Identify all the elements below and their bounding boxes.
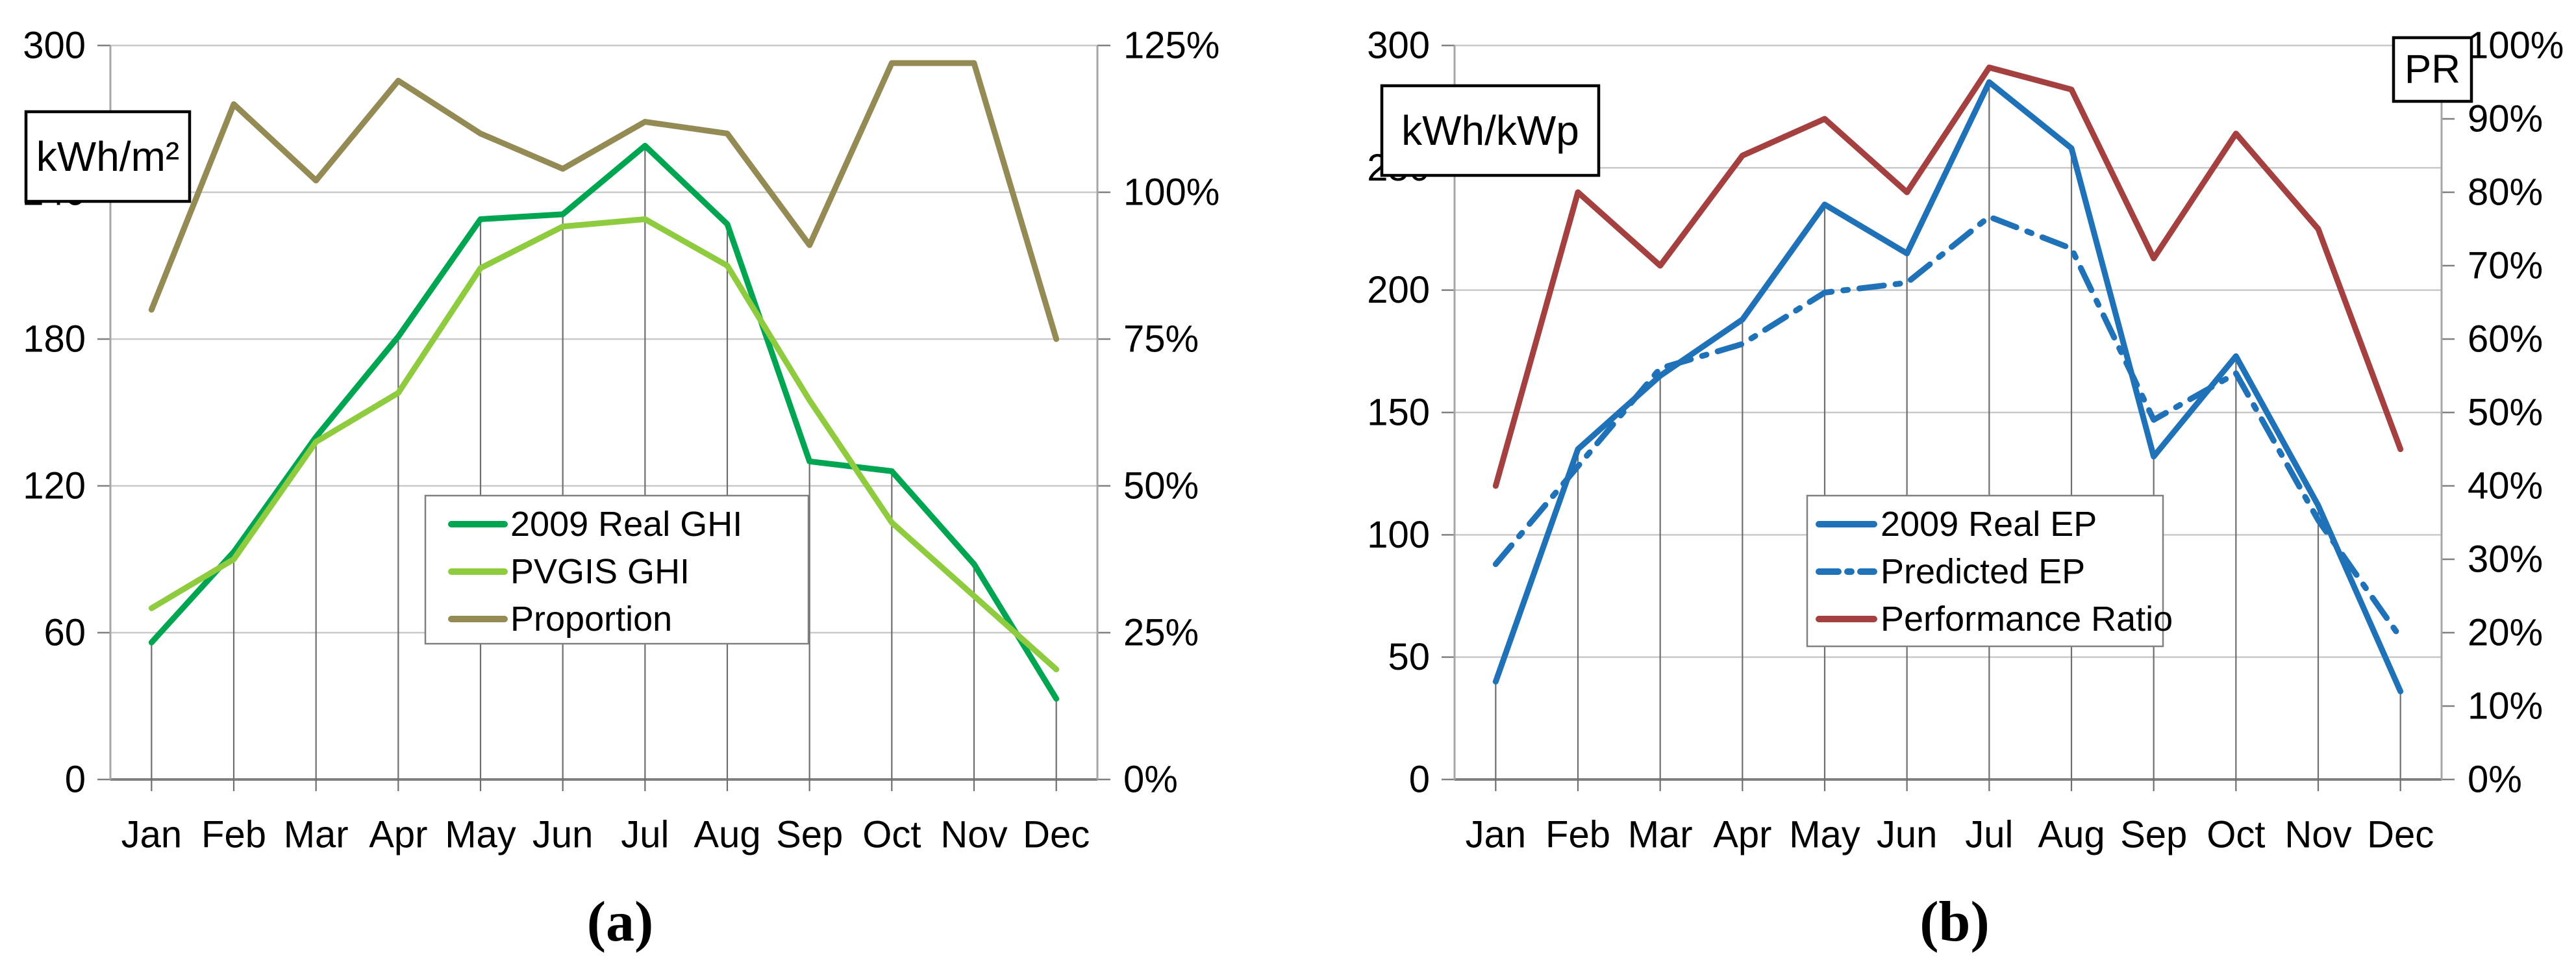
- series-line-performance-ratio: [1492, 64, 2404, 489]
- series-line-predicted-ep: [1492, 214, 2404, 641]
- unit-box-label: kWh/kWp: [1401, 107, 1579, 154]
- right-axis-label: 20%: [2468, 612, 2543, 654]
- month-label: Apr: [369, 814, 427, 856]
- month-label: Jul: [621, 814, 669, 856]
- legend-label: Proportion: [510, 600, 672, 639]
- legend-label: Performance Ratio: [1881, 600, 2173, 639]
- panel-caption: (b): [1919, 891, 1990, 954]
- month-label: Feb: [1545, 814, 1610, 856]
- month-label: Dec: [1023, 814, 1090, 856]
- month-label: Jun: [532, 814, 594, 856]
- left-axis-label: 300: [1367, 25, 1430, 67]
- month-label: May: [1789, 814, 1860, 856]
- left-axis-label: 0: [65, 759, 86, 801]
- left-axis-label: 200: [1367, 269, 1430, 311]
- series-line-proportion: [148, 60, 1060, 342]
- month-label: Mar: [1628, 814, 1693, 856]
- month-label: Jun: [1877, 814, 1938, 856]
- month-label: Aug: [2038, 814, 2105, 856]
- legend-label: 2009 Real GHI: [510, 505, 742, 544]
- month-label: Feb: [201, 814, 266, 856]
- month-label: Jan: [121, 814, 182, 856]
- chart-a: 300240180120600125%100%75%50%25%0%JanFeb…: [23, 25, 1219, 954]
- month-label: Nov: [2284, 814, 2351, 856]
- month-label: Sep: [2120, 814, 2187, 856]
- legend-label: PVGIS GHI: [510, 552, 690, 591]
- right-axis-label: 60%: [2468, 318, 2543, 361]
- month-label: Aug: [694, 814, 760, 856]
- right-axis-label: 100%: [2468, 25, 2564, 67]
- right-axis-label: 50%: [1123, 465, 1199, 507]
- pr-box: [2392, 36, 2473, 103]
- month-label: Dec: [2367, 814, 2434, 856]
- series-line-pvgis-ghi: [148, 216, 1060, 672]
- unit-box: [1380, 84, 1601, 177]
- month-label: Oct: [862, 814, 921, 856]
- left-axis-label: 180: [23, 318, 86, 361]
- left-axis-label: 100: [1367, 514, 1430, 556]
- right-axis-label: 100%: [1123, 171, 1219, 214]
- unit-box: [24, 110, 192, 203]
- month-label: Oct: [2207, 814, 2265, 856]
- chart-b: 300250200150100500100%90%80%70%60%50%40%…: [1367, 25, 2564, 954]
- series-line-2009-real-ghi: [148, 142, 1060, 702]
- right-axis-label: 90%: [2468, 98, 2543, 140]
- right-axis-label: 70%: [2468, 245, 2543, 287]
- left-axis-label: 120: [23, 465, 86, 507]
- month-label: Nov: [940, 814, 1007, 856]
- pr-box-label: PR: [2405, 47, 2460, 92]
- legend-label: 2009 Real EP: [1881, 505, 2097, 544]
- left-axis-label: 150: [1367, 392, 1430, 434]
- right-axis-label: 75%: [1123, 318, 1199, 361]
- right-axis-label: 125%: [1123, 25, 1219, 67]
- right-axis-label: 0%: [1123, 759, 1178, 801]
- right-axis-label: 0%: [2468, 759, 2522, 801]
- right-axis-label: 30%: [2468, 538, 2543, 581]
- month-label: Sep: [776, 814, 843, 856]
- right-axis-label: 50%: [2468, 392, 2543, 434]
- right-axis-label: 40%: [2468, 465, 2543, 507]
- month-label: May: [445, 814, 516, 856]
- right-axis-label: 10%: [2468, 685, 2543, 728]
- month-label: Mar: [284, 814, 349, 856]
- unit-box-label: kWh/m²: [36, 133, 179, 180]
- legend-label: Predicted EP: [1881, 552, 2085, 591]
- left-axis-label: 300: [23, 25, 86, 67]
- right-axis-label: 25%: [1123, 612, 1199, 654]
- right-axis-label: 80%: [2468, 171, 2543, 214]
- left-axis-label: 0: [1409, 759, 1430, 801]
- month-label: Jul: [1965, 814, 2013, 856]
- month-label: Jan: [1466, 814, 1527, 856]
- left-axis-label: 50: [1388, 636, 1430, 678]
- left-axis-label: 60: [44, 612, 86, 654]
- panel-caption: (a): [587, 891, 654, 954]
- month-label: Apr: [1713, 814, 1771, 856]
